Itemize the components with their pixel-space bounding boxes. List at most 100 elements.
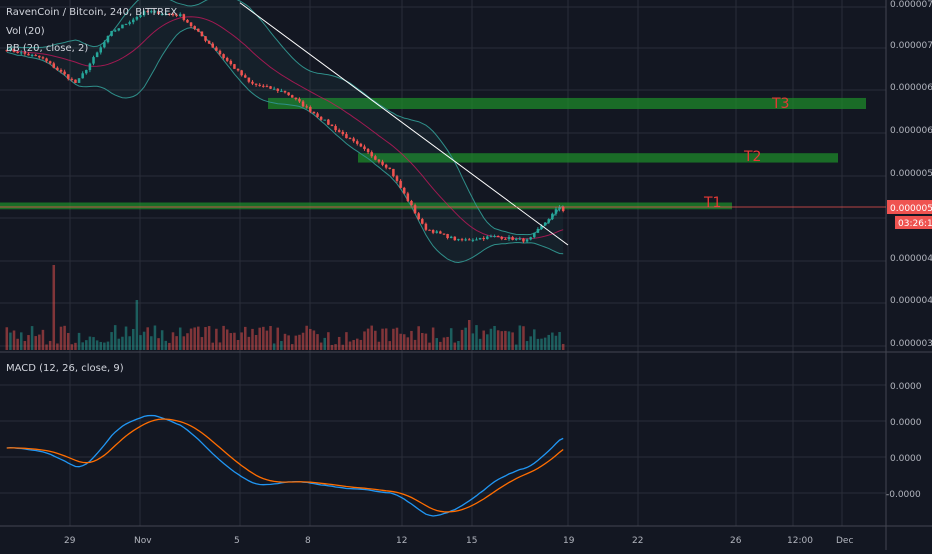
volume-bar: [363, 331, 366, 350]
candle-body: [276, 88, 280, 91]
candle-body: [330, 124, 334, 127]
volume-bar: [103, 342, 106, 350]
volume-bar: [59, 326, 63, 350]
volume-bar: [117, 338, 121, 350]
volume-bar: [384, 328, 388, 350]
candle-body: [554, 209, 558, 214]
volume-bar: [164, 340, 168, 350]
volume-bar: [41, 329, 45, 350]
volume-bar: [460, 329, 464, 350]
candle-body: [81, 73, 84, 79]
candle-body: [160, 13, 164, 15]
candle-body: [287, 92, 290, 96]
current-price-label: 0.00000510: [890, 204, 932, 214]
volume-bar: [200, 337, 204, 350]
candle-body: [561, 206, 565, 211]
candle-body: [355, 141, 359, 144]
volume-bar: [283, 333, 287, 350]
candle-body: [507, 237, 511, 240]
volume-bar: [99, 341, 103, 350]
volume-bar: [500, 331, 504, 350]
target-zone-t2: [358, 153, 838, 163]
candle-body: [327, 119, 330, 125]
candle-body: [12, 49, 16, 52]
candle-body: [178, 14, 182, 16]
volume-bar: [298, 334, 301, 350]
candle-body: [5, 50, 9, 52]
volume-bar: [334, 344, 337, 350]
volume-bar: [124, 326, 128, 350]
volume-bar: [395, 327, 399, 350]
candle-body: [417, 213, 420, 220]
current-price-badge[interactable]: [887, 200, 932, 214]
candle-body: [88, 63, 92, 71]
trendline-group: [239, 2, 569, 246]
macd-tick: 0.0000: [890, 418, 922, 428]
volume-bar: [34, 336, 37, 350]
candle-body: [189, 22, 193, 27]
volume-bar: [529, 336, 532, 350]
candle-body: [453, 236, 457, 241]
candle-body: [500, 237, 504, 239]
candle-body: [348, 138, 352, 140]
volume-bar: [482, 330, 485, 350]
candle-body: [298, 99, 301, 102]
volume-bar: [150, 336, 153, 350]
volume-bar: [290, 344, 294, 350]
candle-body: [38, 55, 41, 58]
candle-body: [258, 84, 261, 86]
candle-body: [150, 11, 153, 13]
symbol-legend[interactable]: RavenCoin / Bitcoin, 240, BITTREX: [6, 7, 177, 18]
macd-legend[interactable]: MACD (12, 26, close, 9): [6, 363, 124, 374]
volume-bar: [547, 334, 551, 350]
candle-body: [410, 200, 413, 206]
candle-body: [486, 236, 489, 240]
time-tick: 5: [234, 536, 240, 546]
candle-body: [514, 238, 518, 240]
volume-bar: [323, 337, 327, 350]
candle-body: [121, 24, 124, 29]
candle-body: [363, 146, 366, 150]
volume-legend[interactable]: Vol (20): [6, 26, 45, 37]
trendline: [239, 2, 569, 246]
candle-body: [543, 222, 547, 226]
volume-bar: [381, 328, 384, 350]
volume-bar: [27, 335, 30, 350]
volume-bar: [431, 327, 435, 350]
volume-bar: [417, 326, 420, 350]
candle-body: [113, 30, 117, 32]
volume-bar: [507, 331, 511, 350]
candle-body: [168, 13, 171, 15]
volume-bar: [153, 325, 157, 350]
candle-body: [95, 52, 99, 58]
volume-bar: [9, 332, 12, 350]
volume-bar: [392, 328, 395, 350]
candle-body: [9, 49, 12, 51]
candle-body: [41, 57, 45, 59]
candle-body: [254, 83, 258, 85]
candle-body: [511, 237, 514, 240]
bb-legend[interactable]: BB (20, close, 2): [6, 43, 88, 54]
candle-body: [493, 235, 496, 237]
candle-body: [457, 239, 460, 241]
volume-bar: [142, 331, 146, 350]
signal-line: [6, 418, 564, 513]
volume-bar: [551, 332, 554, 350]
volume-bar: [280, 341, 283, 350]
volume-bar: [558, 332, 561, 350]
candle-body: [312, 111, 316, 114]
candle-body: [139, 15, 142, 17]
macd-panel: [6, 414, 564, 517]
candle-body: [110, 31, 113, 36]
candle-body: [536, 228, 540, 233]
candle-body: [384, 164, 388, 168]
volume-bar: [92, 337, 95, 350]
volume-bar: [95, 340, 99, 350]
volume-bar: [428, 342, 431, 350]
candle-body: [34, 54, 37, 56]
price-tick: 0.00000400: [890, 296, 932, 306]
volume-bar: [66, 332, 70, 350]
volume-bar: [168, 342, 171, 350]
candle-body: [345, 134, 348, 139]
